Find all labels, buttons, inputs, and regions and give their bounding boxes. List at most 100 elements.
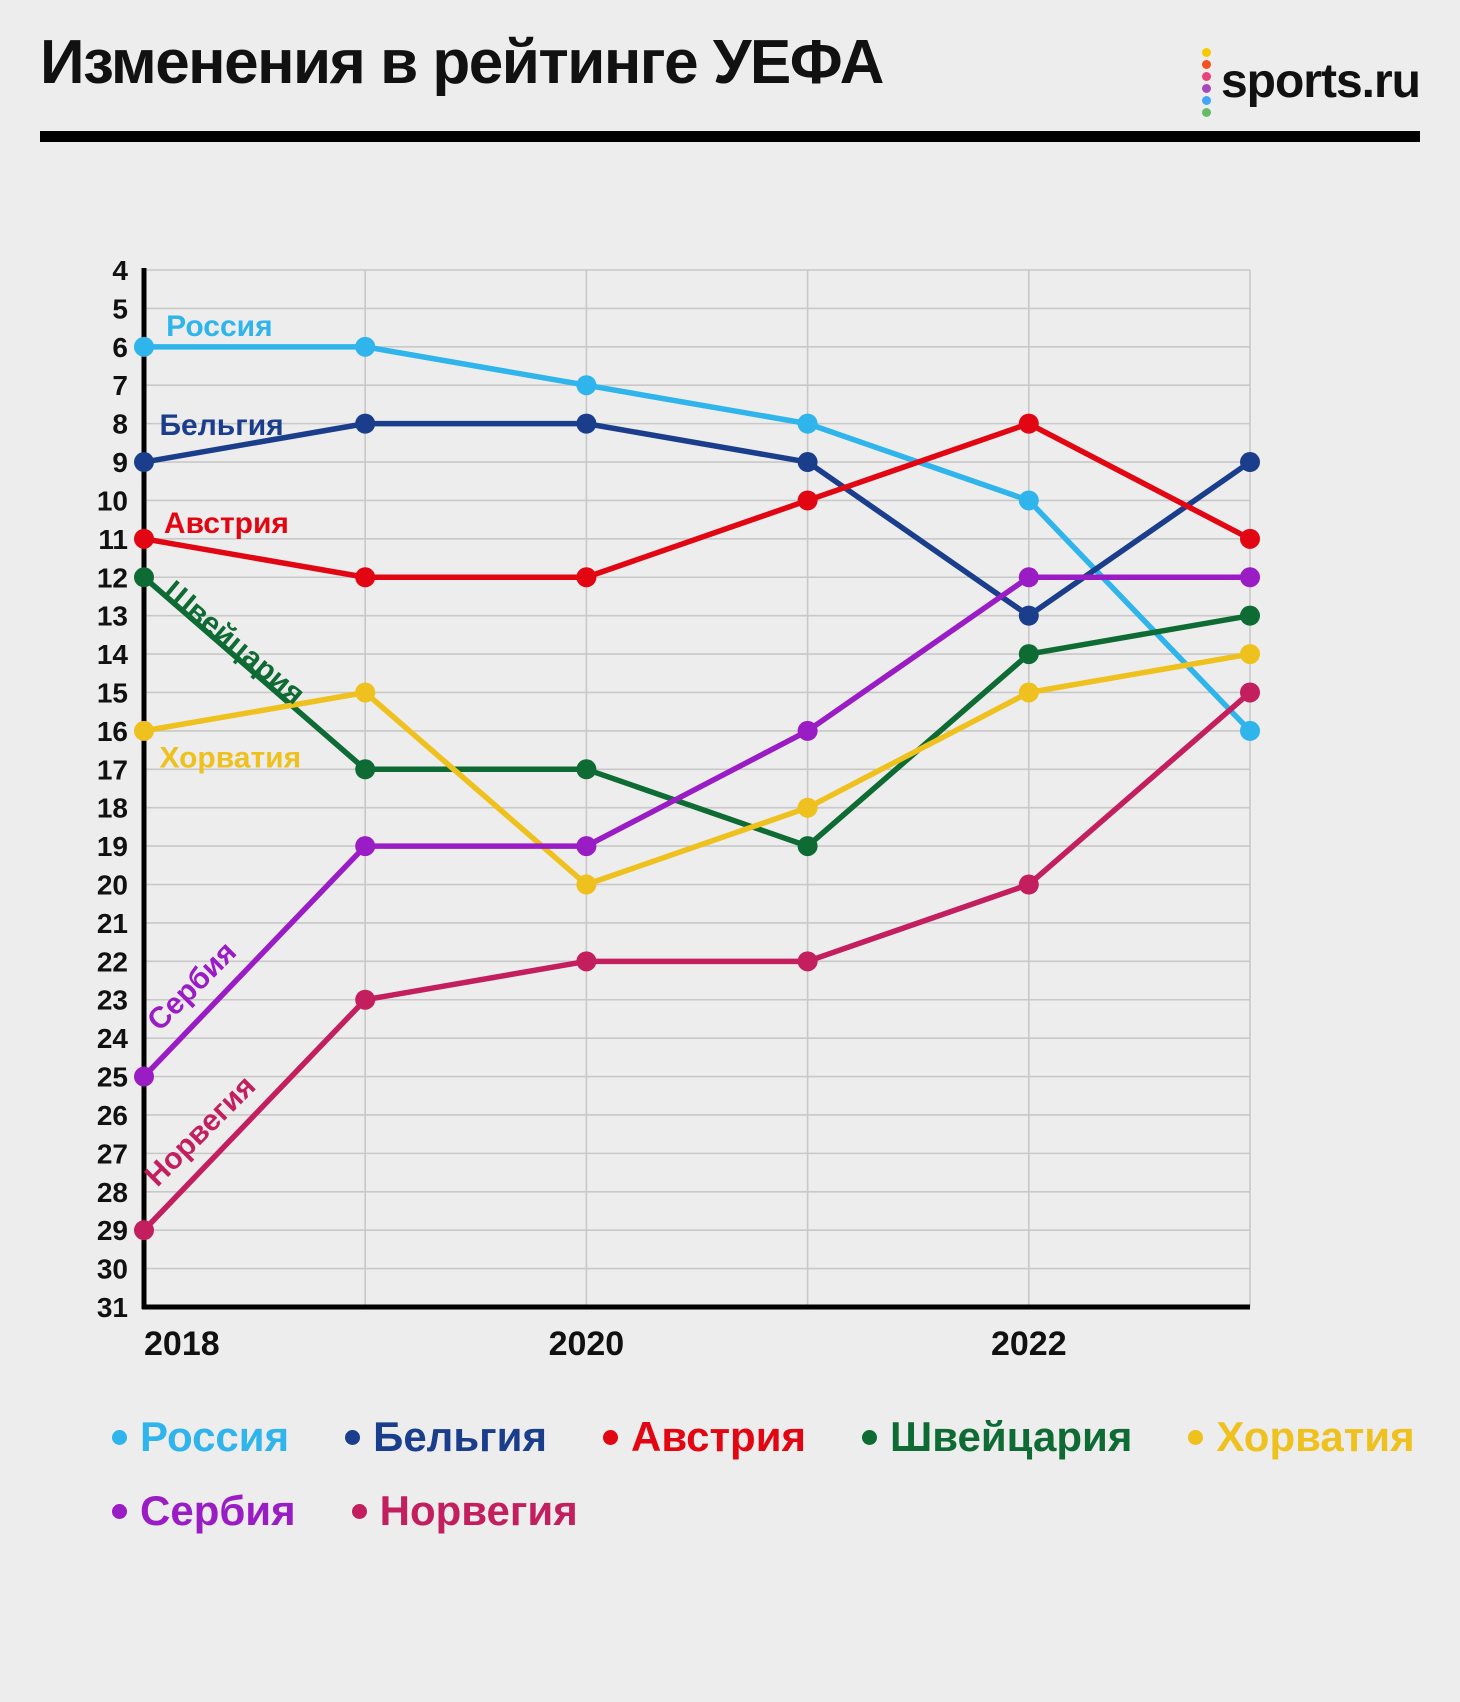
data-point-Бельгия <box>1018 605 1039 626</box>
legend-label: Бельгия <box>373 1413 547 1460</box>
legend-item: Сербия <box>112 1487 296 1535</box>
y-tick-label: 21 <box>97 908 128 939</box>
logo-dot-icon <box>1201 84 1211 93</box>
data-point-Швейцария <box>134 567 154 588</box>
series-line-Бельгия <box>141 420 1253 619</box>
uefa-rating-chart: 4 5 6 7 8 9 10 11 12 13 14 15 16 17 18 19 20 21 22 23 24 25 26… <box>40 254 1420 1379</box>
legend-label: Сербия <box>140 1487 296 1534</box>
legend-dot-icon <box>112 1429 127 1445</box>
legend-item: Хорватия <box>1188 1413 1415 1461</box>
x-tick-label: 2020 <box>549 1325 625 1363</box>
logo-dot-icon <box>1201 96 1211 105</box>
data-point-Сербия <box>134 1066 154 1087</box>
y-tick-label: 12 <box>97 562 128 593</box>
data-point-Швейцария <box>355 759 376 780</box>
data-point-Австрия <box>355 567 376 588</box>
y-tick-label: 10 <box>97 485 128 516</box>
chart-canvas: 4 5 6 7 8 9 10 11 12 13 14 15 16 17 18 19 20 21 22 23 24 25 26… <box>97 255 1260 1363</box>
title-divider <box>40 131 1420 142</box>
data-point-Норвегия <box>1240 682 1260 703</box>
legend-dot-icon <box>1188 1429 1204 1445</box>
logo-dot-icon <box>1201 60 1211 69</box>
data-point-Сербия <box>1240 567 1260 588</box>
data-point-Норвегия <box>134 1220 154 1241</box>
y-tick-label: 5 <box>112 293 128 324</box>
data-point-Россия <box>576 375 597 396</box>
data-point-Сербия <box>1018 567 1039 588</box>
y-tick-label: 9 <box>112 447 128 478</box>
logo-dot-icon <box>1201 72 1211 81</box>
page-title: Изменения в рейтинге УЕФА <box>40 28 884 97</box>
y-tick-label: 18 <box>97 793 128 824</box>
sports-ru-dots-icon <box>1201 46 1211 117</box>
y-tick-label: 25 <box>97 1062 128 1093</box>
y-tick-label: 27 <box>97 1138 128 1169</box>
y-tick-label: 30 <box>97 1254 128 1285</box>
sports-ru-logo: sports.ru <box>1201 46 1421 117</box>
series-line-Норвегия <box>141 689 1253 1233</box>
data-point-Норвегия <box>797 951 818 972</box>
data-point-Австрия <box>797 490 818 511</box>
series-inline-label: Россия <box>166 310 273 343</box>
legend-label: Австрия <box>631 1413 807 1460</box>
legend-label: Норвегия <box>379 1487 578 1534</box>
legend-dot-icon <box>351 1503 367 1519</box>
data-point-Сербия <box>576 836 597 857</box>
y-tick-label: 17 <box>97 754 128 785</box>
series-inline-label: Швейцария <box>157 575 311 712</box>
y-tick-label: 29 <box>97 1215 128 1246</box>
legend-label: Швейцария <box>890 1413 1133 1460</box>
legend-dot-icon <box>112 1503 127 1519</box>
data-point-Австрия <box>576 567 597 588</box>
legend-label: Россия <box>140 1413 290 1460</box>
legend-item: Норвегия <box>351 1487 578 1535</box>
data-point-Хорватия <box>1240 644 1260 665</box>
legend-item: Бельгия <box>345 1413 547 1461</box>
data-point-Хорватия <box>1018 682 1039 703</box>
y-tick-label: 31 <box>97 1292 128 1323</box>
sports-ru-logo-text: sports.ru <box>1220 55 1421 108</box>
series-inline-label: Австрия <box>164 507 289 540</box>
legend-item: Австрия <box>603 1413 806 1461</box>
y-tick-label: 4 <box>112 255 128 286</box>
data-point-Швейцария <box>797 836 818 857</box>
data-point-Бельгия <box>797 452 818 473</box>
y-tick-label: 23 <box>97 985 128 1016</box>
y-tick-label: 7 <box>112 370 128 401</box>
logo-dot-icon <box>1201 48 1211 57</box>
y-tick-label: 13 <box>97 601 128 632</box>
logo-dot-icon <box>1201 108 1211 117</box>
data-point-Сербия <box>355 836 376 857</box>
series-line-Россия <box>141 344 1253 734</box>
legend-label: Хорватия <box>1216 1413 1415 1460</box>
data-point-Хорватия <box>355 682 376 703</box>
y-tick-label: 11 <box>98 524 128 555</box>
data-point-Швейцария <box>1240 605 1260 626</box>
y-tick-label: 19 <box>97 831 128 862</box>
data-point-Норвегия <box>576 951 597 972</box>
data-point-Бельгия <box>355 413 376 434</box>
y-tick-label: 14 <box>97 639 129 670</box>
legend-item: Швейцария <box>862 1413 1132 1461</box>
y-tick-label: 20 <box>97 870 128 901</box>
data-point-Бельгия <box>1240 452 1260 473</box>
y-tick-label: 24 <box>97 1023 129 1054</box>
y-tick-label: 8 <box>112 409 128 440</box>
series-line-Швейцария <box>141 574 1253 849</box>
data-point-Австрия <box>1018 413 1039 434</box>
data-point-Норвегия <box>355 989 376 1010</box>
data-point-Хорватия <box>797 797 818 818</box>
y-tick-label: 16 <box>97 716 128 747</box>
data-point-Хорватия <box>576 874 597 895</box>
data-point-Россия <box>797 413 818 434</box>
data-point-Россия <box>1240 720 1260 741</box>
series-inline-label: Хорватия <box>159 741 301 774</box>
series-line-Сербия <box>141 574 1253 1080</box>
data-point-Бельгия <box>576 413 597 434</box>
y-tick-label: 6 <box>112 332 128 363</box>
data-point-Россия <box>1018 490 1039 511</box>
chart-legend: Россия Бельгия Австрия Швейцария Хорватия Сер… <box>112 1413 1420 1535</box>
data-point-Швейцария <box>576 759 597 780</box>
series-line-Австрия <box>141 420 1253 581</box>
